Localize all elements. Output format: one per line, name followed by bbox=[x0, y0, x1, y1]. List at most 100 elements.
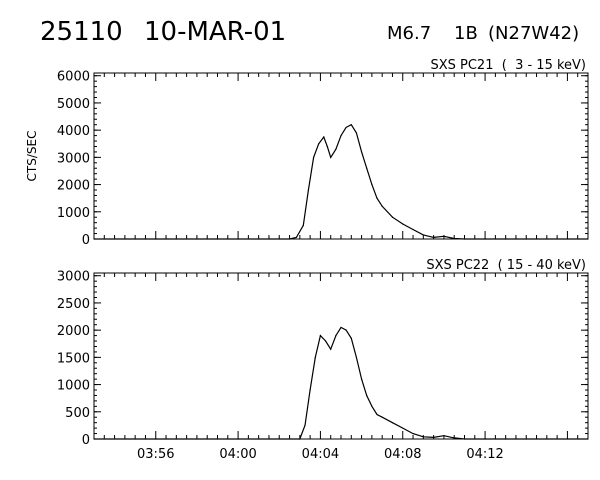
flare-location: (N27W42) bbox=[488, 23, 579, 44]
data-point bbox=[463, 438, 466, 440]
data-point bbox=[376, 197, 378, 199]
y-tick-label: 6000 bbox=[57, 70, 90, 85]
data-point bbox=[402, 223, 404, 225]
y-tick-label: 1000 bbox=[57, 206, 90, 221]
flare-class: M6.7 bbox=[387, 23, 431, 44]
plot-frame bbox=[93, 272, 589, 440]
data-point bbox=[484, 238, 486, 240]
data-point bbox=[237, 238, 239, 240]
data-point bbox=[371, 405, 373, 407]
data-point bbox=[391, 216, 394, 218]
data-point bbox=[505, 238, 507, 240]
data-point bbox=[360, 378, 363, 380]
data-point bbox=[360, 151, 363, 153]
y-tick-label: 500 bbox=[65, 406, 90, 421]
data-point bbox=[237, 438, 239, 440]
data-point bbox=[302, 224, 304, 226]
data-point bbox=[335, 148, 337, 150]
data-point bbox=[335, 334, 337, 337]
data-point bbox=[525, 238, 527, 240]
data-point bbox=[381, 205, 383, 207]
data-point bbox=[288, 238, 291, 240]
data-point bbox=[326, 145, 328, 148]
y-axis-title: CTS/SEC bbox=[25, 131, 39, 182]
x-tick-label: 04:00 bbox=[219, 447, 256, 462]
y-tick-label: 0 bbox=[82, 433, 90, 448]
data-point bbox=[371, 183, 373, 186]
data-point bbox=[366, 394, 368, 397]
data-point bbox=[587, 438, 589, 440]
chart-panel-1: 0 1000 2000 3000 4000 5000 6000 SXS PC21 ( 3 - … bbox=[25, 58, 589, 248]
data-point bbox=[345, 126, 347, 129]
series-line bbox=[94, 326, 588, 440]
data-point bbox=[422, 436, 424, 438]
data-point bbox=[340, 134, 342, 137]
data-point bbox=[484, 438, 486, 440]
event-date: 10-MAR-01 bbox=[144, 17, 286, 47]
data-point bbox=[299, 438, 301, 440]
y-tick-label: 1500 bbox=[57, 351, 90, 366]
data-point bbox=[307, 189, 310, 191]
x-tick-label: 03:56 bbox=[137, 447, 174, 462]
data-point bbox=[505, 438, 507, 440]
data-point bbox=[155, 438, 157, 440]
y-tick-label: 2500 bbox=[57, 297, 90, 312]
data-point bbox=[376, 413, 378, 416]
data-point bbox=[309, 389, 311, 391]
data-point bbox=[304, 424, 306, 426]
data-point bbox=[453, 437, 455, 439]
data-point bbox=[93, 438, 95, 440]
data-point bbox=[443, 235, 445, 237]
plot-frame bbox=[93, 72, 589, 240]
y-tick-label: 0 bbox=[82, 233, 90, 248]
x-tick-label: 04:08 bbox=[384, 447, 421, 462]
data-point bbox=[155, 238, 157, 240]
data-point bbox=[312, 156, 315, 158]
data-point bbox=[318, 143, 320, 145]
panel-label: SXS PC22 ( 15 - 40 keV) bbox=[426, 258, 586, 273]
optical-class: 1B bbox=[454, 23, 478, 44]
data-point bbox=[525, 438, 527, 440]
y-tick-label: 2000 bbox=[57, 324, 90, 339]
data-point bbox=[323, 136, 325, 138]
data-point bbox=[355, 356, 358, 358]
data-point bbox=[587, 238, 589, 240]
y-tick-label: 3000 bbox=[57, 151, 90, 166]
y-tick-label: 1000 bbox=[57, 379, 90, 394]
data-point bbox=[345, 329, 347, 331]
panel-label: SXS PC21 ( 3 - 15 keV) bbox=[430, 58, 586, 73]
y-tick-label: 4000 bbox=[57, 124, 90, 139]
data-point bbox=[412, 432, 414, 435]
data-point bbox=[355, 132, 358, 134]
y-tick-label: 3000 bbox=[57, 270, 90, 285]
data-point bbox=[433, 236, 435, 238]
page-header: 25110 10-MAR-01 M6.7 1B (N27W42) bbox=[40, 17, 579, 47]
data-point bbox=[381, 416, 383, 418]
data-point bbox=[453, 237, 455, 240]
series-line bbox=[94, 123, 588, 240]
data-point bbox=[295, 236, 298, 238]
data-point bbox=[402, 427, 404, 429]
data-point bbox=[350, 337, 352, 339]
data-point bbox=[350, 124, 352, 126]
x-tick-label: 04:04 bbox=[302, 447, 339, 462]
data-point bbox=[366, 167, 368, 169]
x-tick-label: 04:12 bbox=[466, 447, 503, 462]
data-point bbox=[330, 348, 332, 350]
y-tick-label: 5000 bbox=[57, 97, 90, 112]
data-point bbox=[433, 436, 435, 438]
data-point bbox=[324, 340, 327, 342]
chart-panel-2: 0 500 1000 1500 2000 2500 3000 03:56 04:00 04:04 0… bbox=[57, 258, 589, 462]
data-point bbox=[443, 435, 445, 437]
event-id: 25110 bbox=[40, 17, 123, 47]
y-tick-label: 2000 bbox=[57, 179, 90, 194]
data-point bbox=[340, 326, 342, 329]
data-point bbox=[93, 238, 95, 240]
data-point bbox=[412, 228, 414, 231]
data-point bbox=[422, 234, 424, 236]
data-point bbox=[330, 156, 332, 158]
data-point bbox=[463, 238, 466, 240]
data-point bbox=[314, 356, 316, 358]
data-point bbox=[391, 422, 394, 424]
